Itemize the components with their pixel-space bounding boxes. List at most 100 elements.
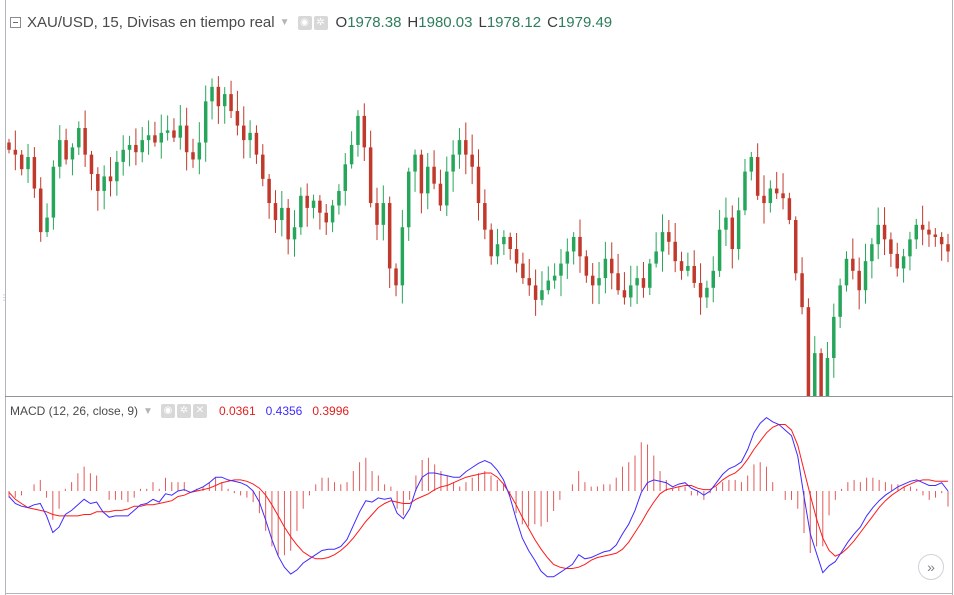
candle-body (527, 278, 532, 286)
signal-value: 0.3996 (312, 404, 350, 418)
candle-body (483, 203, 487, 230)
candle-body (705, 287, 709, 298)
candle-body (755, 157, 760, 196)
candle-body (673, 241, 677, 262)
close-value: 1979.49 (557, 14, 613, 31)
close-icon[interactable]: ✕ (192, 404, 207, 418)
collapse-icon[interactable] (10, 17, 21, 28)
candle-body (400, 227, 405, 286)
candle-body (387, 203, 392, 269)
candle-body (502, 236, 506, 245)
chevron-down-icon[interactable]: ▼ (143, 405, 153, 417)
candle-body (793, 220, 798, 274)
candle-body (508, 236, 512, 250)
candle-body (895, 253, 899, 269)
candle-body (324, 212, 328, 223)
candle-body (311, 200, 316, 208)
low-value: 1978.12 (486, 14, 542, 31)
candle-body (578, 236, 582, 257)
candle-body (489, 229, 493, 257)
price-chart[interactable] (0, 0, 954, 396)
candle-body (19, 154, 24, 170)
candle-body (77, 128, 81, 148)
candle-body (939, 236, 944, 245)
candle-body (248, 132, 252, 141)
candle-body (609, 258, 614, 274)
close-label: C (547, 14, 558, 31)
candle-body (165, 130, 170, 133)
candle-body (552, 275, 557, 281)
candle-body (749, 157, 754, 172)
gear-icon[interactable]: ✲ (176, 404, 191, 418)
candle-body (933, 234, 938, 237)
eye-icon[interactable]: ◉ (160, 404, 175, 418)
candle-body (406, 171, 411, 228)
candle-body (648, 263, 652, 288)
macd-title[interactable]: MACD (12, 26, close, 9) (10, 404, 139, 418)
candle-body (394, 268, 398, 286)
candle-body (635, 278, 639, 286)
chevron-down-icon[interactable]: ▼ (279, 17, 290, 28)
double-chevron-right-icon: » (927, 559, 935, 575)
series-title[interactable]: XAU/USD, 15, Divisas en tiempo real (27, 14, 275, 31)
candle-body (800, 273, 804, 308)
candle-body (121, 149, 125, 162)
candle-body (222, 94, 227, 107)
candle-body (419, 154, 424, 194)
candle-body (70, 147, 75, 160)
candle-body (318, 200, 322, 213)
candle-body (470, 154, 474, 167)
candle-body (261, 154, 265, 179)
candle-body (590, 275, 595, 286)
candle-body (870, 244, 874, 262)
candle-body (711, 270, 715, 288)
candle-body (299, 195, 303, 228)
main-series-legend: XAU/USD, 15, Divisas en tiempo real ▼ ◉ … (10, 14, 612, 31)
candle-body (216, 86, 221, 107)
candle-body (495, 244, 500, 257)
candle-body (698, 282, 703, 298)
candle-body (356, 115, 360, 145)
candle-body (159, 132, 164, 143)
candle-body (654, 251, 658, 264)
candle-body (851, 258, 855, 271)
candle-body (559, 263, 563, 276)
candle-body (476, 166, 481, 204)
candle-body (464, 140, 468, 155)
candle-body (146, 135, 151, 141)
low-label: L (478, 14, 487, 31)
scroll-to-realtime-button[interactable]: » (918, 554, 944, 580)
candle-body (787, 198, 792, 220)
pane-separator[interactable] (5, 396, 953, 397)
candle-body (438, 183, 443, 206)
candle-body (267, 178, 271, 204)
gear-icon[interactable]: ✲ (313, 15, 328, 30)
pane-drag-handle-icon[interactable]: ⋮ (0, 293, 8, 302)
candle-body (946, 244, 950, 252)
candle-body (667, 232, 671, 242)
candle-body (844, 258, 849, 286)
macd-legend: MACD (12, 26, close, 9) ▼ ◉ ✲ ✕ 0.0361 0… (10, 404, 349, 418)
candle-body (45, 217, 49, 233)
high-value: 1980.03 (418, 14, 473, 31)
candle-body (89, 154, 94, 174)
candle-body (920, 224, 925, 230)
pane-border-bottom (5, 593, 953, 594)
candle-body (254, 132, 259, 155)
candle-body (565, 251, 570, 264)
eye-icon[interactable]: ◉ (297, 15, 312, 30)
candle-body (743, 171, 747, 211)
candle-body (597, 278, 601, 286)
candle-body (413, 154, 417, 172)
candle-body (692, 266, 696, 283)
candle-body (781, 193, 785, 199)
candle-body (762, 195, 766, 204)
candle-body (825, 358, 830, 396)
candle-body (857, 270, 861, 291)
open-value: 1978.38 (347, 14, 402, 31)
candle-body (337, 190, 341, 206)
candle-body (13, 149, 18, 155)
candle-body (235, 111, 240, 126)
candle-body (140, 140, 144, 153)
